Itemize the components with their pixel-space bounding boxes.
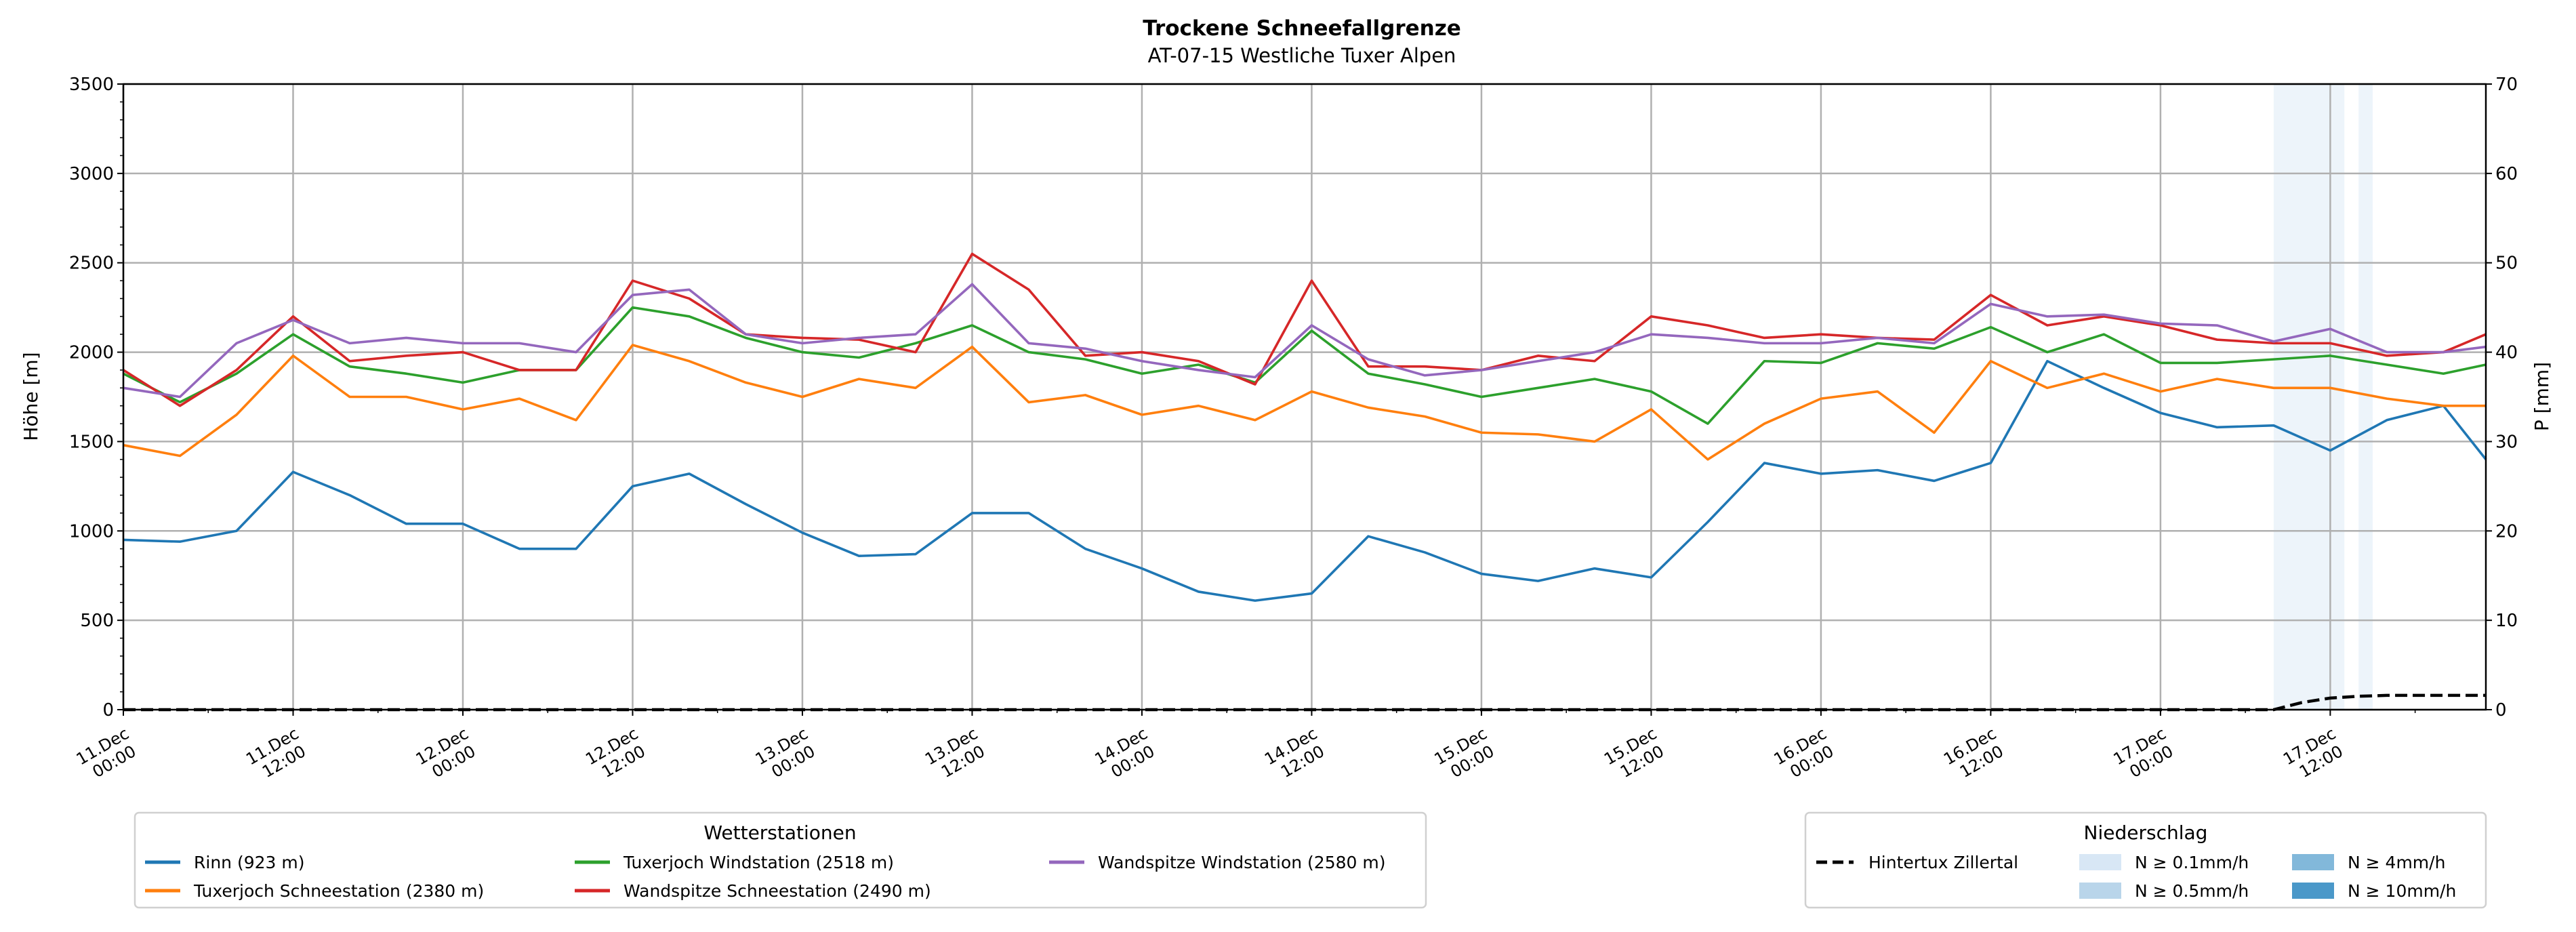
legend-entry-label: Hintertux Zillertal — [1868, 853, 2018, 872]
x-tick-label: 13.Dec00:00 — [752, 724, 821, 786]
x-tick-label: 12.Dec12:00 — [582, 724, 651, 786]
y-tick-label: 0 — [102, 700, 114, 721]
y-tick-label: 3500 — [69, 75, 114, 95]
legend-stations-box — [134, 811, 1427, 909]
x-tick-label: 14.Dec00:00 — [1092, 724, 1160, 786]
y2-tick-label: 20 — [2495, 521, 2518, 542]
series-line — [123, 359, 2487, 602]
precip-line — [123, 693, 2486, 712]
y2-axis-label: P [mm] — [2531, 362, 2553, 431]
legend-entry-label: N ≥ 10mm/h — [2348, 881, 2456, 901]
y-tick-label: 3000 — [69, 164, 114, 184]
legend-precip-swatch — [2292, 883, 2334, 899]
x-tick-label: 13.Dec12:00 — [922, 724, 990, 786]
precip-span — [2273, 84, 2345, 710]
x-tick-label: 17.Dec00:00 — [2110, 724, 2179, 786]
x-tick-label: 14.Dec12:00 — [1261, 724, 1330, 786]
legend-entry-label: Tuxerjoch Windstation (2518 m) — [623, 853, 894, 872]
y2-tick-label: 30 — [2495, 432, 2518, 452]
legend-entry-label: Wandspitze Windstation (2580 m) — [1098, 853, 1386, 872]
legend-entry-label: Rinn (923 m) — [194, 853, 304, 872]
legend-entry-label: Tuxerjoch Schneestation (2380 m) — [193, 881, 484, 901]
chart-title: Trockene Schneefallgrenze — [1143, 16, 1461, 41]
legend-stations-title: Wetterstationen — [703, 822, 856, 844]
plot-frame — [122, 83, 2487, 711]
y-tick-label: 500 — [80, 611, 114, 631]
y2-tick-label: 10 — [2495, 611, 2518, 631]
x-tick-label: 12.Dec00:00 — [413, 724, 481, 786]
series-line — [123, 283, 2487, 399]
precip-span — [2358, 84, 2373, 710]
x-tick-label: 11.Dec00:00 — [73, 724, 142, 786]
legend-precip-title: Niederschlag — [2084, 822, 2208, 844]
legend-precip-swatch — [2292, 854, 2334, 870]
y-tick-label: 2500 — [69, 254, 114, 274]
series-line — [123, 344, 2486, 461]
series-line — [123, 252, 2487, 407]
legend-entry-label: N ≥ 0.1mm/h — [2135, 853, 2249, 872]
y2-tick-label: 60 — [2495, 164, 2518, 184]
x-tick-label: 15.Dec12:00 — [1601, 724, 1669, 786]
legend-precip-swatch — [2079, 883, 2121, 899]
y2-tick-label: 40 — [2495, 343, 2518, 363]
y-axis-label: Höhe [m] — [20, 352, 42, 441]
y2-tick-label: 70 — [2495, 75, 2518, 95]
y2-tick-label: 0 — [2495, 700, 2507, 721]
x-tick-label: 11.Dec12:00 — [243, 724, 311, 786]
chart-subtitle: AT-07-15 Westliche Tuxer Alpen — [1148, 44, 1456, 67]
y-tick-label: 1500 — [69, 432, 114, 452]
y2-tick-label: 50 — [2495, 254, 2518, 274]
legend-entry-label: Wandspitze Schneestation (2490 m) — [623, 881, 931, 901]
x-tick-label: 15.Dec00:00 — [1431, 724, 1500, 786]
legend-entry-label: N ≥ 4mm/h — [2348, 853, 2445, 872]
x-tick-label: 17.Dec12:00 — [2280, 724, 2348, 786]
legend-precip-swatch — [2079, 854, 2121, 870]
legend-entry-label: N ≥ 0.5mm/h — [2135, 881, 2249, 901]
x-tick-label: 16.Dec00:00 — [1771, 724, 1839, 786]
y-tick-label: 1000 — [69, 521, 114, 542]
y-tick-label: 2000 — [69, 343, 114, 363]
x-tick-label: 16.Dec12:00 — [1940, 724, 2009, 786]
